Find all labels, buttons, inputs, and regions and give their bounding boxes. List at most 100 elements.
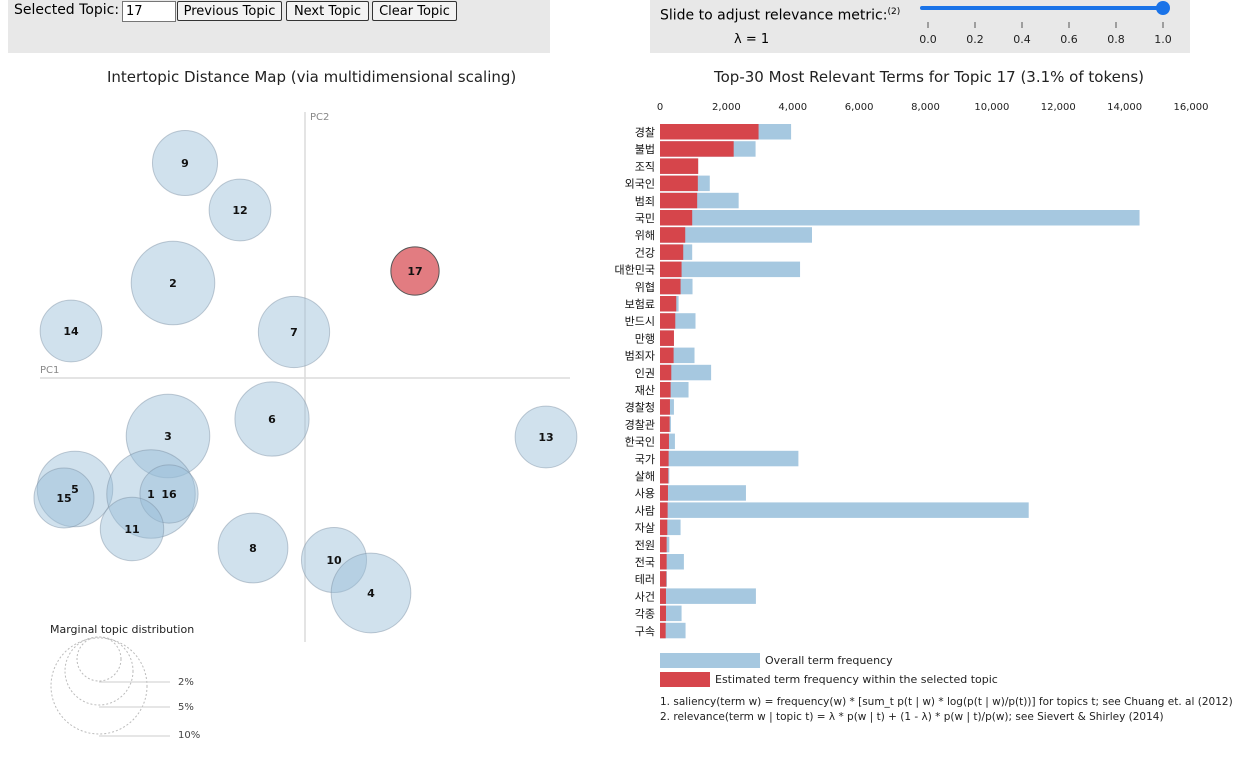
term-label-사용[interactable]: 사용 — [635, 487, 655, 500]
slider-track[interactable] — [920, 6, 1162, 10]
topic-circle-3[interactable] — [125, 393, 211, 479]
term-label-각종[interactable]: 각종 — [635, 608, 655, 621]
estimated-frequency-bars[interactable] — [660, 124, 759, 639]
topic-circle-16[interactable] — [139, 464, 199, 524]
term-label-국가[interactable]: 국가 — [635, 453, 655, 466]
term-label-사람[interactable]: 사람 — [635, 504, 655, 517]
overall-bar-사건[interactable] — [660, 588, 756, 604]
estimated-bar-범죄자[interactable] — [660, 347, 674, 364]
topic-circle-6[interactable] — [234, 381, 310, 457]
topic-circle-11[interactable] — [99, 496, 165, 562]
overall-bar-구속[interactable] — [660, 622, 686, 639]
estimated-bar-경찰관[interactable] — [660, 416, 670, 432]
term-label-인권[interactable]: 인권 — [635, 367, 655, 380]
estimated-bar-조직[interactable] — [660, 158, 699, 174]
overall-bar-국가[interactable] — [660, 450, 799, 467]
term-label-재산[interactable]: 재산 — [635, 384, 655, 397]
estimated-bar-건강[interactable] — [660, 244, 684, 260]
overall-bar-인권[interactable] — [660, 364, 712, 381]
estimated-bar-경찰청[interactable] — [660, 399, 670, 415]
estimated-bar-반드시[interactable] — [660, 313, 676, 329]
term-label-구속[interactable]: 구속 — [635, 625, 655, 638]
overall-bar-위해[interactable] — [660, 227, 812, 243]
next-topic-button[interactable]: Next Topic — [286, 1, 369, 21]
estimated-bar-외국인[interactable] — [660, 175, 698, 192]
estimated-bar-테러[interactable] — [660, 571, 667, 587]
topic-circle-2[interactable] — [130, 240, 216, 326]
term-label-경찰[interactable]: 경찰 — [635, 126, 655, 139]
previous-topic-button[interactable]: Previous Topic — [177, 1, 282, 21]
topic-circle-14[interactable] — [39, 299, 103, 363]
estimated-bar-대한민국[interactable] — [660, 261, 682, 278]
topic-circles[interactable] — [33, 129, 578, 634]
topic-circle-17[interactable] — [390, 246, 440, 296]
term-label-범죄[interactable]: 범죄 — [635, 195, 655, 208]
estimated-bar-범죄[interactable] — [660, 192, 698, 209]
estimated-bar-구속[interactable] — [660, 622, 666, 639]
estimated-bar-한국인[interactable] — [660, 433, 669, 450]
term-label-반드시[interactable]: 반드시 — [625, 315, 655, 328]
topic-circle-1[interactable] — [106, 449, 196, 539]
term-label-보험료[interactable]: 보험료 — [625, 298, 655, 311]
estimated-bar-사건[interactable] — [660, 588, 666, 604]
estimated-bar-각종[interactable] — [660, 605, 666, 622]
estimated-bar-재산[interactable] — [660, 382, 671, 398]
topic-circle-12[interactable] — [208, 178, 272, 242]
term-label-외국인[interactable]: 외국인 — [625, 178, 655, 191]
overall-frequency-bars[interactable] — [660, 124, 1140, 639]
selected-topic-input[interactable] — [122, 1, 176, 22]
term-label-테러[interactable]: 테러 — [635, 573, 655, 586]
topic-circle-9[interactable] — [151, 129, 219, 197]
term-label-전원[interactable]: 전원 — [635, 539, 655, 552]
term-label-살해[interactable]: 살해 — [635, 469, 655, 483]
estimated-bar-전원[interactable] — [660, 536, 667, 553]
estimated-bar-전국[interactable] — [660, 554, 667, 570]
estimated-bar-사용[interactable] — [660, 485, 668, 501]
term-label-대한민국[interactable]: 대한민국 — [615, 264, 655, 277]
topic-circle-7[interactable] — [257, 295, 331, 369]
term-label-자살[interactable]: 자살 — [635, 522, 655, 535]
x-tick-label: 6,000 — [845, 102, 874, 113]
estimated-bar-위협[interactable] — [660, 278, 681, 295]
term-label-위협[interactable]: 위협 — [635, 281, 655, 294]
overall-bar-사람[interactable] — [660, 502, 1029, 518]
term-label-조직[interactable]: 조직 — [635, 160, 655, 173]
term-labels[interactable]: 경찰불법조직외국인범죄국민위해건강대한민국위협보험료반드시만행범죄자인권재산경찰… — [615, 126, 655, 638]
overall-bar-국민[interactable] — [660, 210, 1140, 226]
overall-bar-대한민국[interactable] — [660, 261, 801, 278]
estimated-bar-사람[interactable] — [660, 502, 668, 518]
intertopic-distance-map[interactable]: PC2 PC1 9 12 2 17 14 7 3 6 13 515 1 16 11 8 10 4 Margin… — [0, 100, 600, 750]
term-label-불법[interactable]: 불법 — [635, 143, 655, 156]
estimated-bar-경찰[interactable] — [660, 124, 759, 140]
topic-circle-13[interactable] — [514, 405, 578, 469]
top-terms-bar-chart[interactable]: 0 2,000 4,000 6,000 8,000 10,000 12,000 14,000 1… — [600, 96, 1220, 656]
term-label-위해[interactable]: 위해 — [635, 228, 655, 242]
estimated-bar-국가[interactable] — [660, 450, 669, 467]
term-label-사건[interactable]: 사건 — [635, 590, 655, 603]
term-label-경찰관[interactable]: 경찰관 — [625, 418, 655, 431]
term-label-전국[interactable]: 전국 — [635, 556, 655, 569]
estimated-bar-만행[interactable] — [660, 330, 674, 346]
topic-circle-10[interactable] — [300, 526, 368, 594]
estimated-bar-살해[interactable] — [660, 468, 669, 484]
topic-circle-5[interactable] — [36, 450, 114, 528]
topic-circle-15[interactable] — [33, 467, 95, 529]
term-label-범죄자[interactable]: 범죄자 — [625, 350, 655, 363]
term-label-만행[interactable]: 만행 — [635, 332, 655, 345]
term-label-국민[interactable]: 국민 — [635, 212, 655, 225]
estimated-bar-자살[interactable] — [660, 519, 668, 536]
estimated-bar-국민[interactable] — [660, 210, 693, 226]
overall-bar-사용[interactable] — [660, 485, 746, 501]
relevance-slider[interactable]: 0.0 0.2 0.4 0.6 0.8 1.0 — [910, 0, 1190, 53]
estimated-bar-인권[interactable] — [660, 364, 672, 381]
topic-circle-4[interactable] — [330, 552, 412, 634]
estimated-bar-보험료[interactable] — [660, 296, 677, 312]
clear-topic-button[interactable]: Clear Topic — [372, 1, 457, 21]
topic-circle-8[interactable] — [217, 512, 289, 584]
term-label-건강[interactable]: 건강 — [635, 246, 655, 259]
term-label-경찰청[interactable]: 경찰청 — [625, 401, 655, 414]
estimated-bar-위해[interactable] — [660, 227, 686, 243]
estimated-bar-불법[interactable] — [660, 141, 734, 157]
slider-thumb[interactable] — [1156, 1, 1170, 15]
term-label-한국인[interactable]: 한국인 — [625, 436, 655, 449]
